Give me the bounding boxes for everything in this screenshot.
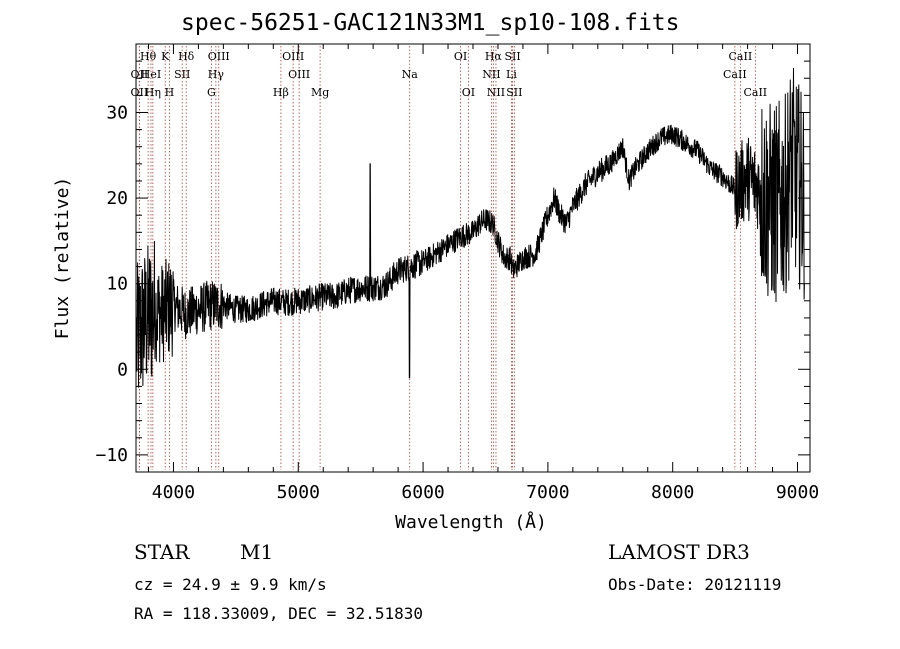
spectral-line-label: SII xyxy=(174,68,190,81)
object-subclass: M1 xyxy=(240,540,274,564)
spectral-line-label: Na xyxy=(402,68,419,81)
spectral-line-label: Hθ xyxy=(140,50,157,63)
y-tick-label: 30 xyxy=(106,102,128,123)
y-tick-label: 10 xyxy=(106,274,128,295)
spectral-line-label: SII xyxy=(506,86,522,99)
spectral-line-markers xyxy=(138,46,756,470)
spectral-line-label: H xyxy=(165,86,175,99)
survey-name: LAMOST DR3 xyxy=(608,540,750,564)
y-tick-label: 20 xyxy=(106,188,128,209)
x-tick-label: 9000 xyxy=(776,482,819,503)
spectral-line-label: Li xyxy=(506,68,517,81)
spectral-line-label: CaII xyxy=(723,68,747,81)
plot-frame xyxy=(135,43,811,473)
spectral-line-label: Hβ xyxy=(273,86,289,99)
axis-ticks: 4000 5000 6000 7000 8000 9000 −10 0 10 20 30 xyxy=(95,44,819,503)
spectral-line-label: SII xyxy=(504,50,520,63)
spectral-line-label: HeI xyxy=(141,68,161,81)
spectral-line-label: CaII xyxy=(729,50,753,63)
x-tick-label: 4000 xyxy=(152,482,195,503)
x-axis-label: Wavelength (Å) xyxy=(395,511,547,533)
y-tick-label: 0 xyxy=(117,359,128,380)
spectral-line-label: Hα xyxy=(485,50,503,63)
spectral-line-label: NII xyxy=(482,68,500,81)
spectral-line-label: Hδ xyxy=(178,50,195,63)
x-tick-label: 5000 xyxy=(277,482,320,503)
spectral-line-label: OIII xyxy=(208,50,230,63)
chart-title: spec-56251-GAC121N33M1_sp10-108.fits xyxy=(181,10,680,36)
spectral-line-labels: OII OII Hθ HeI Hη K SII H Hδ OIII Hγ G OIII OIII Hβ Mg N… xyxy=(131,50,768,99)
spectral-line-label: K xyxy=(161,50,170,63)
spectral-line-label: OI xyxy=(462,86,475,99)
spectral-line-label: NII xyxy=(487,86,505,99)
series-layer xyxy=(136,67,805,388)
y-axis-label: Flux (relative) xyxy=(52,177,73,340)
coordinates: RA = 118.33009, DEC = 32.51830 xyxy=(134,604,423,623)
y-tick-label: −10 xyxy=(95,445,128,466)
spectral-line-label: Mg xyxy=(311,86,329,99)
x-tick-label: 7000 xyxy=(526,482,569,503)
spectral-line-label: OII xyxy=(131,68,149,81)
spectral-line-label: OI xyxy=(454,50,467,63)
spectral-line-label: OIII xyxy=(288,68,310,81)
x-tick-label: 6000 xyxy=(401,482,444,503)
spectral-line-label: Hη xyxy=(145,86,161,99)
spectral-line-label: G xyxy=(207,86,216,99)
redshift-value: cz = 24.9 ± 9.9 km/s xyxy=(134,575,327,594)
series-line-flux xyxy=(136,67,805,388)
observation-date: Obs-Date: 20121119 xyxy=(608,575,782,594)
x-tick-label: 8000 xyxy=(651,482,694,503)
spectral-line-label: CaII xyxy=(743,86,767,99)
object-class: STAR xyxy=(134,540,190,564)
spectral-line-label: OII xyxy=(131,86,149,99)
spectral-line-label: Hγ xyxy=(208,68,225,81)
spectral-line-label: OIII xyxy=(282,50,304,63)
